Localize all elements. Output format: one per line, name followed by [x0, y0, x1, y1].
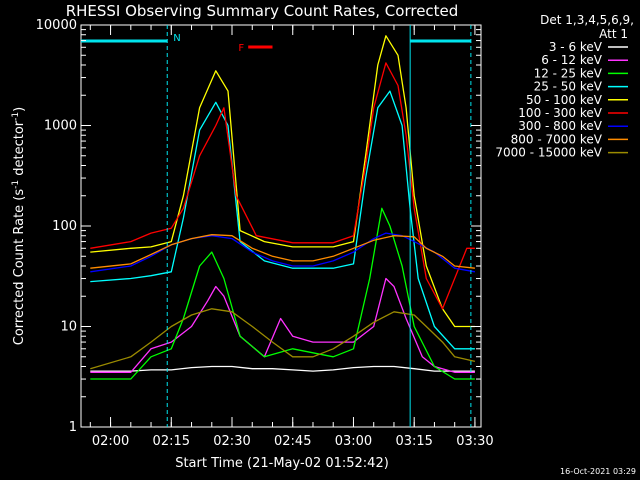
y-axis-label: Corrected Count Rate (s-1 detector-1): [11, 107, 27, 345]
series-line: [90, 62, 475, 310]
series-line: [90, 365, 475, 372]
legend-header-line-1: Det 1,3,4,5,6,9,: [540, 13, 634, 27]
plot-area: N F 1 10 100 1000 10000 02:00 02:15 02:30 02:45…: [36, 18, 494, 449]
series-line: [90, 234, 475, 269]
y-axis-label-end: ): [12, 107, 27, 112]
y-axis-label-sup: -1: [11, 180, 21, 189]
y-tick-label: 10000: [36, 18, 77, 33]
legend-label: 25 - 50 keV: [534, 80, 603, 94]
night-label: N: [173, 33, 180, 44]
x-tick-label: 02:45: [274, 434, 311, 449]
legend-label: 12 - 25 keV: [534, 66, 603, 80]
x-tick-label: 03:15: [395, 434, 432, 449]
x-tick-label: 02:30: [213, 434, 250, 449]
y-tick-label: 100: [52, 219, 77, 234]
flare-marker: F: [238, 43, 273, 54]
legend-label: 50 - 100 keV: [526, 93, 603, 107]
x-tick-label: 02:15: [153, 434, 190, 449]
x-tick-label: 02:00: [92, 434, 129, 449]
y-axis-label-mid: detector: [12, 120, 27, 180]
flare-label: F: [238, 43, 244, 54]
series-line: [90, 35, 475, 328]
y-axis-label-main: Corrected Count Rate (s: [12, 189, 27, 346]
legend-label: 3 - 6 keV: [549, 40, 603, 54]
x-axis: 02:00 02:15 02:30 02:45 03:00 03:15 03:30: [89, 25, 494, 449]
series-line: [90, 277, 475, 373]
chart-title: RHESSI Observing Summary Count Rates, Co…: [66, 2, 459, 20]
x-tick-label: 03:00: [335, 434, 372, 449]
legend-label: 800 - 7000 keV: [511, 132, 603, 146]
night-markers: N: [81, 25, 472, 427]
legend-label: 6 - 12 keV: [541, 53, 603, 67]
timestamp: 16-Oct-2021 03:29: [560, 467, 636, 476]
y-axis-label-sup2: -1: [11, 112, 21, 121]
y-axis: 1 10 100 1000 10000: [36, 18, 481, 435]
legend-header-line-2: Att 1: [599, 27, 628, 41]
y-tick-label: 10: [60, 320, 77, 335]
legend-label: 7000 - 15000 keV: [495, 146, 602, 160]
x-tick-label: 03:30: [456, 434, 493, 449]
y-tick-label: 1000: [44, 119, 77, 134]
y-tick-label: 1: [69, 420, 77, 435]
legend-label: 300 - 800 keV: [518, 119, 602, 133]
legend-label: 100 - 300 keV: [518, 106, 602, 120]
series-line: [90, 308, 476, 370]
series-line: [90, 90, 475, 350]
series-group: [90, 35, 476, 380]
x-axis-label: Start Time (21-May-02 01:52:42): [175, 456, 389, 471]
